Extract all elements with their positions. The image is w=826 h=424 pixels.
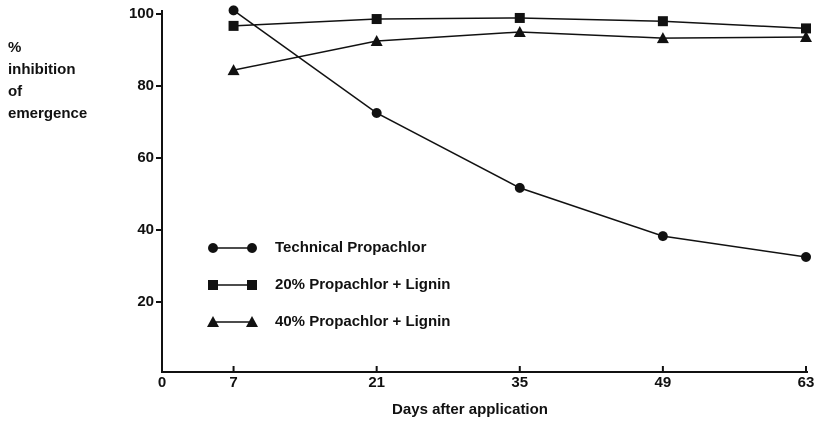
legend-label: Technical Propachlor: [275, 239, 427, 256]
data-point: [801, 252, 811, 262]
data-point: [514, 182, 525, 193]
y-tick-label: 60: [137, 149, 154, 166]
legend-marker: [208, 280, 218, 290]
legend-label: 20% Propachlor + Lignin: [275, 276, 450, 293]
x-tick-label: 49: [655, 374, 672, 391]
data-point: [514, 12, 525, 23]
x-tick-label: 35: [511, 374, 528, 391]
legend-marker: [247, 243, 257, 253]
y-axis-label: inhibition: [8, 61, 75, 78]
data-point: [228, 20, 239, 31]
legend-marker: [208, 243, 218, 253]
data-point: [513, 26, 526, 37]
data-point: [227, 64, 240, 76]
x-axis-label: Days after application: [392, 401, 548, 418]
data-point: [371, 14, 382, 25]
data-point: [370, 35, 383, 46]
x-tick-label: 21: [368, 374, 385, 391]
data-point: [801, 23, 811, 34]
y-axis-label: emergence: [8, 105, 87, 122]
data-point: [657, 16, 668, 27]
legend-marker: [207, 316, 219, 327]
legend-label: 40% Propachlor + Lignin: [275, 313, 450, 330]
x-tick-label: 63: [798, 374, 815, 391]
x-tick-label: 0: [158, 374, 166, 391]
data-point: [800, 31, 812, 43]
data-point: [228, 5, 239, 16]
data-point: [657, 231, 668, 242]
legend-marker: [246, 316, 258, 327]
series-line: [233, 31, 807, 71]
y-tick-label: 100: [129, 5, 154, 22]
y-tick-label: 20: [137, 293, 154, 310]
y-tick-label: 40: [137, 221, 154, 238]
series-line: [233, 9, 807, 258]
y-axis-label: of: [8, 83, 23, 100]
y-tick-label: 80: [137, 77, 154, 94]
data-point: [656, 32, 669, 44]
legend-marker: [247, 280, 257, 290]
x-tick-label: 7: [229, 374, 237, 391]
y-axis-label: %: [8, 39, 21, 56]
data-point: [371, 108, 382, 118]
